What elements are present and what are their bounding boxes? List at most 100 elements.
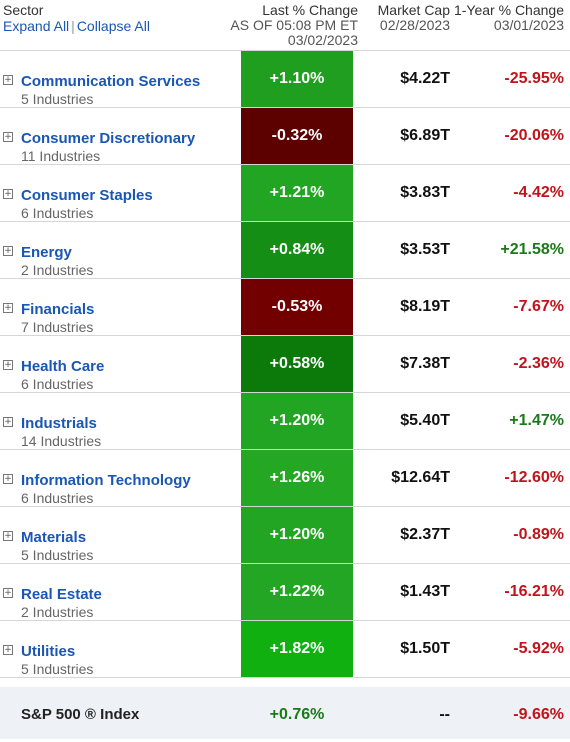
market-cap-value: $3.53T	[400, 241, 450, 258]
industry-count: 7 Industries	[21, 319, 94, 335]
market-cap-value: $2.37T	[400, 526, 450, 543]
market-cap-value: $8.19T	[400, 298, 450, 315]
industry-count: 14 Industries	[21, 433, 102, 449]
year-change-value: -20.06%	[504, 127, 564, 144]
industry-count: 5 Industries	[21, 547, 94, 563]
sector-name-link[interactable]: Real Estate	[21, 586, 102, 603]
last-change-cell: +0.58%	[241, 336, 353, 392]
industry-count: 6 Industries	[21, 376, 94, 392]
industry-count: 2 Industries	[21, 262, 94, 278]
expand-plus-icon[interactable]	[3, 417, 13, 427]
expand-plus-icon[interactable]	[3, 132, 13, 142]
industry-count: 6 Industries	[21, 205, 94, 221]
year-change-column-header[interactable]: 1-Year % Change 03/01/2023	[454, 3, 564, 33]
expand-collapse-links: Expand All | Collapse All	[3, 19, 150, 34]
index-year-change: -9.66%	[513, 706, 564, 723]
year-change-value: -2.36%	[513, 355, 564, 372]
year-change-value: +1.47%	[509, 412, 564, 429]
sector-rows: Communication Services 5 Industries +1.1…	[0, 51, 570, 678]
sector-name-link[interactable]: Materials	[21, 529, 87, 546]
sector-name-link[interactable]: Health Care	[21, 358, 105, 375]
sector-name-link[interactable]: Information Technology	[21, 472, 191, 489]
industry-count: 6 Industries	[21, 490, 94, 506]
index-last-change: +0.76%	[269, 706, 325, 723]
market-cap-value: $4.22T	[400, 70, 450, 87]
last-change-cell: +1.22%	[241, 564, 353, 620]
change-header-title: Last % Change	[262, 2, 358, 18]
year-change-header-date: 03/01/2023	[493, 17, 564, 33]
last-change-cell: +1.10%	[241, 51, 353, 107]
table-row: Consumer Staples 6 Industries +1.21% $3.…	[0, 165, 570, 222]
market-cap-header-title: Market Cap	[377, 2, 450, 18]
collapse-all-link[interactable]: Collapse All	[76, 18, 150, 34]
table-row: Industrials 14 Industries +1.20% $5.40T …	[0, 393, 570, 450]
industry-count: 5 Industries	[21, 661, 94, 677]
last-change-cell: -0.53%	[241, 279, 353, 335]
year-change-value: -4.42%	[513, 184, 564, 201]
change-column-header[interactable]: Last % Change AS OF 05:08 PM ET 03/02/20…	[230, 3, 358, 48]
expand-plus-icon[interactable]	[3, 474, 13, 484]
change-header-asof: AS OF 05:08 PM ET	[230, 17, 358, 33]
market-cap-value: $12.64T	[391, 469, 450, 486]
table-row: Energy 2 Industries +0.84% $3.53T +21.58…	[0, 222, 570, 279]
market-cap-value: $6.89T	[400, 127, 450, 144]
market-cap-value: $7.38T	[400, 355, 450, 372]
sector-name-link[interactable]: Consumer Discretionary	[21, 130, 196, 147]
last-change-cell: +1.20%	[241, 393, 353, 449]
last-change-cell: +1.82%	[241, 621, 353, 677]
change-header-date: 03/02/2023	[287, 32, 358, 48]
table-row: Utilities 5 Industries +1.82% $1.50T -5.…	[0, 621, 570, 678]
expand-plus-icon[interactable]	[3, 246, 13, 256]
index-total-row: S&P 500 ® Index +0.76% -- -9.66%	[0, 687, 570, 739]
expand-plus-icon[interactable]	[3, 360, 13, 370]
expand-plus-icon[interactable]	[3, 75, 13, 85]
expand-plus-icon[interactable]	[3, 189, 13, 199]
table-row: Materials 5 Industries +1.20% $2.37T -0.…	[0, 507, 570, 564]
year-change-value: -12.60%	[504, 469, 564, 486]
expand-plus-icon[interactable]	[3, 588, 13, 598]
index-name: S&P 500 ® Index	[21, 706, 140, 723]
sector-name-link[interactable]: Utilities	[21, 643, 76, 660]
table-row: Financials 7 Industries -0.53% $8.19T -7…	[0, 279, 570, 336]
year-change-value: -7.67%	[513, 298, 564, 315]
market-cap-value: $5.40T	[400, 412, 450, 429]
industry-count: 2 Industries	[21, 604, 94, 620]
last-change-cell: +1.26%	[241, 450, 353, 506]
sector-name-link[interactable]: Energy	[21, 244, 72, 261]
last-change-cell: +0.84%	[241, 222, 353, 278]
link-separator: |	[71, 18, 75, 34]
sector-name-link[interactable]: Financials	[21, 301, 95, 318]
index-market-cap: --	[439, 706, 450, 723]
industry-count: 11 Industries	[21, 148, 101, 164]
sector-name-link[interactable]: Industrials	[21, 415, 97, 432]
year-change-value: -0.89%	[513, 526, 564, 543]
sector-column-header: Sector Expand All | Collapse All	[3, 3, 150, 34]
last-change-cell: +1.21%	[241, 165, 353, 221]
market-cap-header-date: 02/28/2023	[379, 17, 450, 33]
expand-plus-icon[interactable]	[3, 531, 13, 541]
table-row: Information Technology 6 Industries +1.2…	[0, 450, 570, 507]
market-cap-value: $1.50T	[400, 640, 450, 657]
expand-plus-icon[interactable]	[3, 303, 13, 313]
last-change-cell: +1.20%	[241, 507, 353, 563]
year-change-value: +21.58%	[500, 241, 564, 258]
table-header: Sector Expand All | Collapse All Last % Ch…	[0, 0, 570, 51]
last-change-cell: -0.32%	[241, 108, 353, 164]
sector-header-title: Sector	[3, 2, 44, 18]
sector-name-link[interactable]: Communication Services	[21, 73, 201, 90]
expand-all-link[interactable]: Expand All	[3, 18, 70, 34]
market-cap-value: $3.83T	[400, 184, 450, 201]
year-change-header-title: 1-Year % Change	[453, 2, 564, 18]
table-row: Consumer Discretionary 11 Industries -0.…	[0, 108, 570, 165]
market-cap-value: $1.43T	[400, 583, 450, 600]
industry-count: 5 Industries	[21, 91, 94, 107]
market-cap-column-header[interactable]: Market Cap 02/28/2023	[378, 3, 450, 33]
table-row: Health Care 6 Industries +0.58% $7.38T -…	[0, 336, 570, 393]
table-row: Communication Services 5 Industries +1.1…	[0, 51, 570, 108]
year-change-value: -16.21%	[504, 583, 564, 600]
expand-plus-icon[interactable]	[3, 645, 13, 655]
year-change-value: -5.92%	[513, 640, 564, 657]
table-row: Real Estate 2 Industries +1.22% $1.43T -…	[0, 564, 570, 621]
sector-name-link[interactable]: Consumer Staples	[21, 187, 153, 204]
year-change-value: -25.95%	[504, 70, 564, 87]
